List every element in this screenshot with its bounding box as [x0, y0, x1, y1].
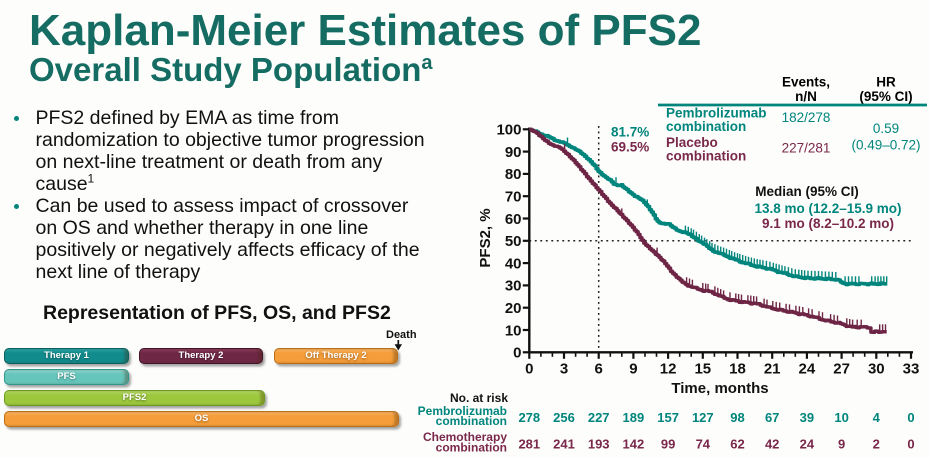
svg-text:99: 99	[661, 436, 675, 451]
svg-text:No. at risk: No. at risk	[450, 391, 508, 405]
svg-text:combination: combination	[436, 414, 507, 428]
svg-text:157: 157	[657, 410, 679, 425]
svg-text:69.5%: 69.5%	[611, 140, 649, 155]
svg-text:227/281: 227/281	[782, 141, 831, 156]
svg-text:90: 90	[505, 144, 522, 161]
svg-text:0: 0	[907, 410, 914, 425]
svg-text:81.7%: 81.7%	[611, 125, 649, 140]
svg-text:Chemotherapy: Chemotherapy	[423, 430, 507, 444]
svg-text:62: 62	[730, 436, 744, 451]
svg-text:2: 2	[873, 436, 880, 451]
svg-text:80: 80	[505, 166, 522, 183]
svg-text:0: 0	[525, 361, 533, 378]
svg-text:70: 70	[505, 189, 522, 206]
svg-text:67: 67	[765, 410, 779, 425]
svg-text:40: 40	[505, 255, 522, 272]
svg-text:281: 281	[518, 436, 540, 451]
svg-text:60: 60	[505, 211, 522, 228]
svg-text:9: 9	[629, 361, 637, 378]
svg-text:Median (95% CI): Median (95% CI)	[755, 184, 859, 199]
svg-text:42: 42	[765, 436, 779, 451]
svg-text:9.1 mo (8.2–10.2 mo): 9.1 mo (8.2–10.2 mo)	[762, 216, 894, 231]
svg-text:4: 4	[873, 410, 881, 425]
svg-text:30: 30	[505, 278, 522, 295]
svg-text:278: 278	[518, 410, 540, 425]
svg-text:3: 3	[560, 361, 568, 378]
svg-text:n/N: n/N	[795, 89, 817, 104]
svg-text:142: 142	[623, 436, 645, 451]
svg-text:15: 15	[694, 361, 711, 378]
svg-text:27: 27	[833, 361, 850, 378]
svg-text:227: 227	[588, 410, 610, 425]
svg-text:(95% CI): (95% CI)	[859, 89, 912, 104]
svg-text:PFS2, %: PFS2, %	[477, 208, 494, 267]
svg-text:100: 100	[496, 122, 521, 139]
svg-text:50: 50	[505, 233, 522, 250]
svg-text:241: 241	[553, 436, 575, 451]
svg-text:0.59: 0.59	[873, 121, 899, 136]
svg-text:13.8 mo (12.2–15.9 mo): 13.8 mo (12.2–15.9 mo)	[754, 201, 901, 216]
svg-text:30: 30	[868, 361, 885, 378]
svg-text:33: 33	[903, 361, 920, 378]
svg-text:10: 10	[505, 322, 522, 339]
svg-text:combination: combination	[666, 119, 746, 134]
svg-text:(0.49–0.72): (0.49–0.72)	[851, 138, 920, 153]
svg-text:0: 0	[907, 436, 914, 451]
svg-text:98: 98	[730, 410, 744, 425]
svg-text:10: 10	[834, 410, 848, 425]
svg-text:HR: HR	[876, 75, 896, 90]
svg-text:74: 74	[696, 436, 711, 451]
svg-text:combination: combination	[436, 441, 507, 455]
svg-text:182/278: 182/278	[782, 110, 831, 125]
svg-text:39: 39	[800, 410, 814, 425]
svg-text:Pembrolizumab: Pembrolizumab	[666, 106, 767, 121]
svg-text:Placebo: Placebo	[666, 135, 718, 150]
svg-text:20: 20	[505, 300, 522, 317]
svg-text:256: 256	[553, 410, 575, 425]
svg-text:193: 193	[588, 436, 610, 451]
svg-text:9: 9	[838, 436, 845, 451]
svg-text:0: 0	[513, 345, 521, 362]
svg-text:combination: combination	[666, 149, 746, 164]
svg-text:24: 24	[799, 361, 816, 378]
svg-text:21: 21	[764, 361, 781, 378]
svg-text:Time, months: Time, months	[671, 380, 768, 397]
svg-text:18: 18	[729, 361, 746, 378]
svg-text:127: 127	[692, 410, 714, 425]
svg-text:Pembrolizumab: Pembrolizumab	[418, 404, 507, 418]
svg-text:12: 12	[660, 361, 677, 378]
svg-text:189: 189	[623, 410, 645, 425]
svg-text:6: 6	[595, 361, 603, 378]
svg-text:Events,: Events,	[782, 75, 830, 90]
svg-text:24: 24	[800, 436, 815, 451]
